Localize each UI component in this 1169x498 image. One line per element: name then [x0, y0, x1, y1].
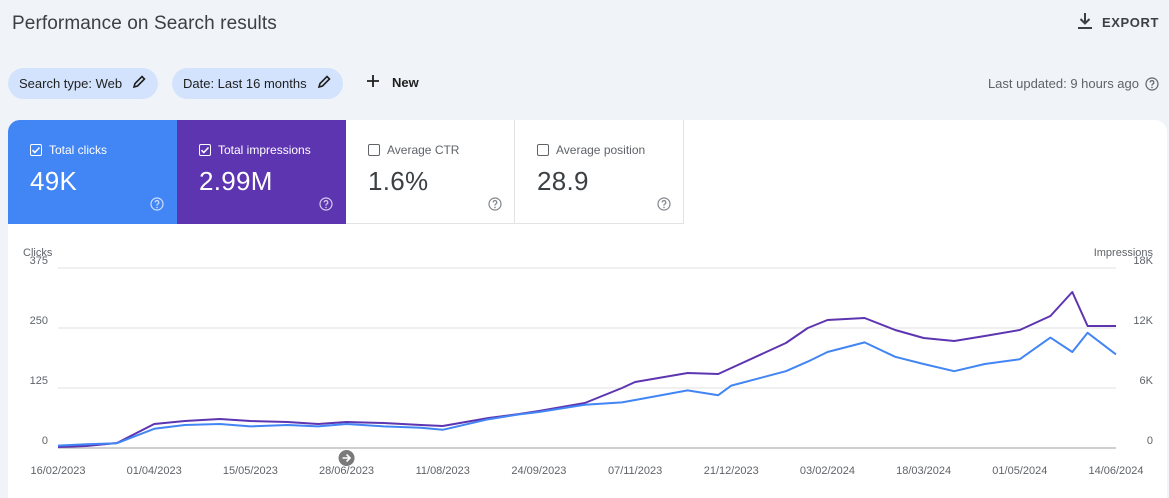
metric-value: 28.9: [537, 166, 683, 197]
x-tick-label: 28/06/2023: [319, 465, 374, 477]
annotation-arrow-icon[interactable]: [339, 450, 355, 466]
help-icon[interactable]: [150, 197, 164, 211]
edit-pencil-icon: [132, 75, 146, 92]
checkbox-unchecked-icon[interactable]: [368, 144, 380, 156]
search-type-filter-chip[interactable]: Search type: Web: [8, 68, 158, 99]
checkbox-checked-icon[interactable]: [30, 144, 42, 156]
x-tick-label: 16/02/2023: [30, 465, 85, 477]
export-label: EXPORT: [1102, 15, 1159, 30]
date-filter-label: Date: Last 16 months: [183, 76, 307, 91]
help-icon[interactable]: [488, 197, 502, 211]
performance-chart: Clicks Impressions 375 18K 250 12K 125 6K 0 0 16/0…: [8, 224, 1167, 498]
search-type-label: Search type: Web: [19, 76, 122, 91]
edit-pencil-icon: [317, 75, 331, 92]
export-button[interactable]: EXPORT: [1077, 12, 1159, 33]
right-tick-label: 18K: [1133, 255, 1153, 267]
x-tick-label: 01/05/2024: [992, 465, 1047, 477]
metric-value: 49K: [30, 166, 176, 197]
download-icon: [1077, 12, 1093, 33]
x-tick-label: 03/02/2024: [800, 465, 855, 477]
last-updated-status: Last updated: 9 hours ago: [988, 76, 1159, 91]
metric-value: 2.99M: [199, 166, 345, 197]
total-clicks-card[interactable]: Total clicks 49K: [8, 120, 177, 224]
new-filter-button[interactable]: New: [366, 74, 419, 91]
series-line-clicks: [58, 333, 1116, 446]
checkbox-unchecked-icon[interactable]: [537, 144, 549, 156]
left-tick-label: 250: [30, 315, 48, 327]
new-filter-label: New: [392, 75, 419, 90]
x-tick-label: 07/11/2023: [608, 465, 662, 477]
last-updated-text: Last updated: 9 hours ago: [988, 76, 1139, 91]
x-tick-label: 14/06/2024: [1088, 465, 1143, 477]
x-tick-label: 21/12/2023: [704, 465, 759, 477]
x-tick-label: 24/09/2023: [511, 465, 566, 477]
x-tick-label: 01/04/2023: [127, 465, 182, 477]
performance-panel: Total clicks 49K Total impressions 2.99M: [8, 120, 1167, 498]
left-tick-label: 125: [30, 375, 48, 387]
metric-label: Total impressions: [218, 143, 311, 157]
average-ctr-card[interactable]: Average CTR 1.6%: [346, 120, 515, 224]
metric-value: 1.6%: [368, 166, 514, 197]
x-tick-label: 11/08/2023: [416, 465, 470, 477]
x-tick-label: 15/05/2023: [223, 465, 278, 477]
help-icon[interactable]: [1145, 77, 1159, 91]
plus-icon: [366, 74, 380, 91]
right-tick-label: 6K: [1140, 375, 1154, 387]
page-title: Performance on Search results: [12, 13, 277, 35]
date-filter-chip[interactable]: Date: Last 16 months: [172, 68, 343, 99]
checkbox-checked-icon[interactable]: [199, 144, 211, 156]
metric-label: Total clicks: [49, 143, 107, 157]
metric-cards: Total clicks 49K Total impressions 2.99M: [8, 120, 684, 224]
metric-label: Average CTR: [387, 143, 459, 157]
right-tick-label: 12K: [1133, 315, 1153, 327]
right-tick-label: 0: [1147, 435, 1153, 447]
left-tick-label: 375: [30, 255, 48, 267]
metric-label: Average position: [556, 143, 645, 157]
help-icon[interactable]: [319, 197, 333, 211]
total-impressions-card[interactable]: Total impressions 2.99M: [177, 120, 346, 224]
average-position-card[interactable]: Average position 28.9: [515, 120, 684, 224]
left-tick-label: 0: [42, 435, 48, 447]
help-icon[interactable]: [657, 197, 671, 211]
x-tick-label: 18/03/2024: [896, 465, 951, 477]
